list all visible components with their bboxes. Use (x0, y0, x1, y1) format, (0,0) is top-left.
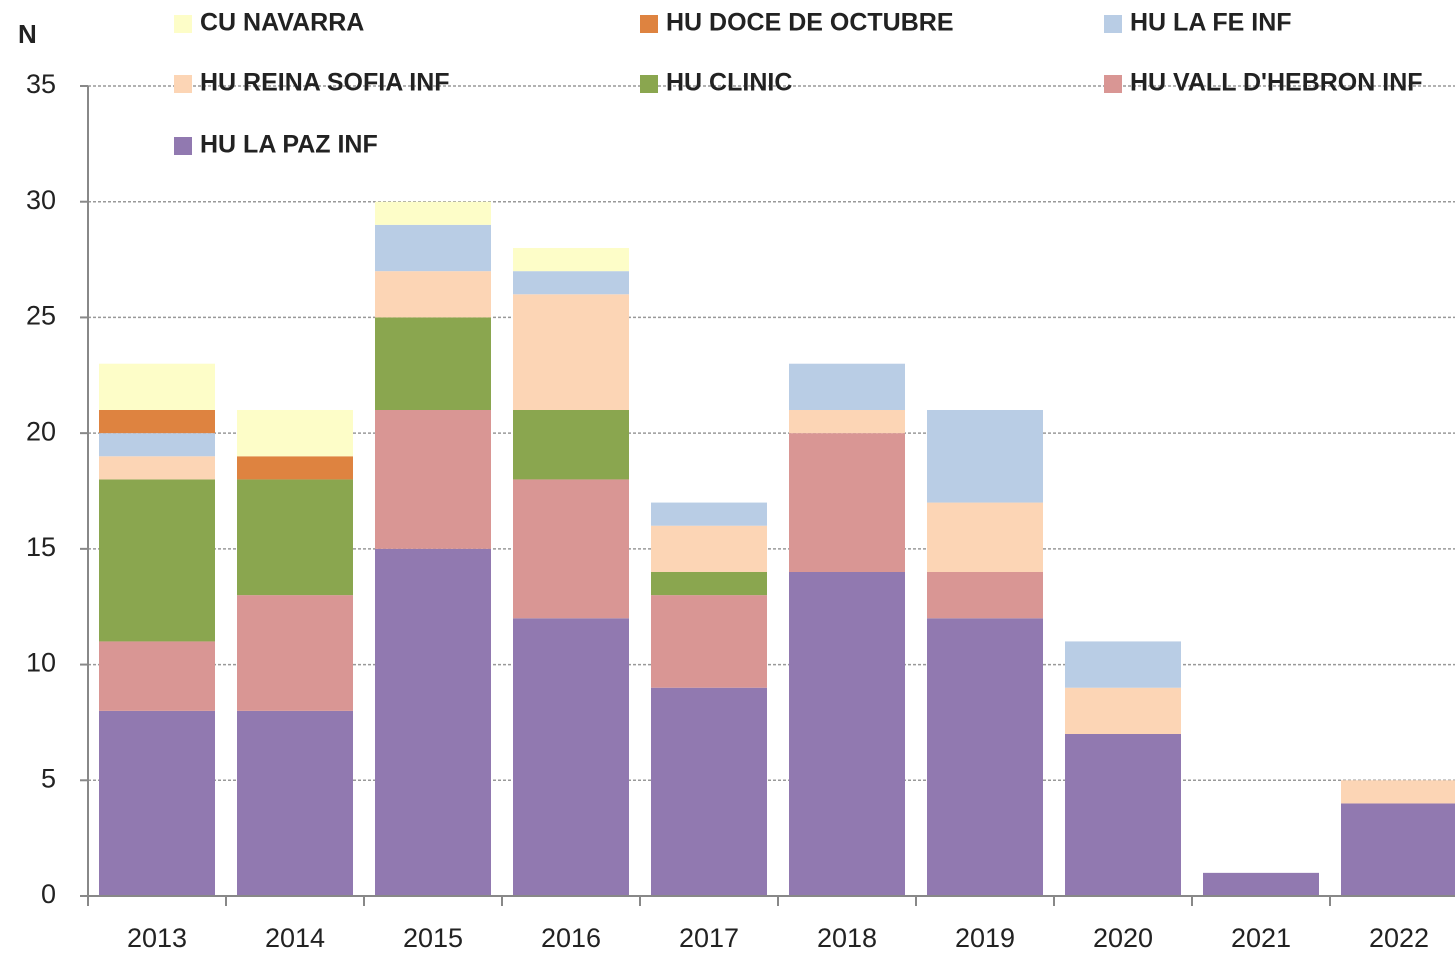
bar-segment (237, 710, 353, 896)
bar-segment (375, 548, 491, 896)
bar-segment (513, 294, 629, 410)
bar-segment (927, 572, 1043, 619)
legend-swatch (174, 15, 192, 33)
bar-segment (99, 479, 215, 642)
legend-swatch (174, 75, 192, 93)
bar-segment (513, 248, 629, 272)
y-tick-label: 5 (41, 763, 56, 793)
bar-segment (237, 479, 353, 596)
y-tick-label: 0 (41, 879, 56, 909)
bar-segment (789, 572, 905, 896)
legend-label: HU VALL D'HEBRON INF (1130, 69, 1423, 97)
x-tick-label: 2018 (817, 923, 877, 953)
bar-segment (99, 363, 215, 410)
legend-label: CU NAVARRA (200, 9, 364, 37)
bar-segment (927, 502, 1043, 572)
bar-segment (1065, 687, 1181, 734)
bar-segment (651, 502, 767, 526)
bar-segment (651, 687, 767, 896)
y-tick-label: 30 (26, 185, 56, 215)
bar-segment (99, 641, 215, 711)
bar-segment (99, 710, 215, 896)
bar-segment (513, 479, 629, 619)
bar-segment (1341, 803, 1455, 896)
bar-segment (1341, 780, 1455, 804)
bar-segment (1203, 872, 1319, 896)
legend-swatch (1104, 75, 1122, 93)
bar-segment (927, 410, 1043, 503)
y-axis-label: N (18, 19, 37, 49)
legend-label: HU CLINIC (666, 69, 792, 97)
legend-swatch (174, 137, 192, 155)
bar-segment (789, 410, 905, 434)
y-tick-label: 15 (26, 532, 56, 562)
bar-segment (237, 410, 353, 457)
x-tick-label: 2019 (955, 923, 1015, 953)
bar-segment (513, 410, 629, 480)
bar-segment (651, 525, 767, 572)
bar-segment (375, 201, 491, 225)
x-tick-label: 2021 (1231, 923, 1291, 953)
bar-segment (1065, 641, 1181, 688)
bar-segment (651, 595, 767, 688)
bar-segment (375, 317, 491, 410)
legend-label: HU DOCE DE OCTUBRE (666, 9, 954, 37)
legend-label: HU LA PAZ INF (200, 131, 378, 159)
legend-swatch (640, 15, 658, 33)
bar-segment (927, 618, 1043, 896)
y-tick-label: 10 (26, 648, 56, 678)
x-tick-label: 2020 (1093, 923, 1153, 953)
bar-segment (789, 433, 905, 572)
bar-segment (99, 410, 215, 434)
bar-segment (99, 456, 215, 480)
bar-segment (1065, 734, 1181, 896)
bar-segment (375, 224, 491, 272)
y-tick-label: 25 (26, 301, 56, 331)
bar-segment (789, 363, 905, 410)
bar-segment (237, 456, 353, 480)
legend-swatch (640, 75, 658, 93)
y-tick-label: 20 (26, 416, 56, 446)
legend-swatch (1104, 15, 1122, 33)
x-tick-label: 2017 (679, 923, 739, 953)
bar-segment (99, 433, 215, 457)
bar-segment (513, 271, 629, 295)
bar-segment (651, 572, 767, 596)
x-tick-label: 2014 (265, 923, 325, 953)
legend-label: HU REINA SOFIA INF (200, 69, 450, 97)
bar-segment (513, 618, 629, 896)
x-tick-label: 2022 (1369, 923, 1429, 953)
bar-segment (375, 410, 491, 549)
y-tick-label: 35 (26, 69, 56, 99)
x-tick-label: 2015 (403, 923, 463, 953)
bar-segment (375, 271, 491, 318)
legend-label: HU LA FE INF (1130, 9, 1292, 37)
x-tick-label: 2016 (541, 923, 601, 953)
x-tick-label: 2013 (127, 923, 187, 953)
bar-segment (237, 595, 353, 711)
